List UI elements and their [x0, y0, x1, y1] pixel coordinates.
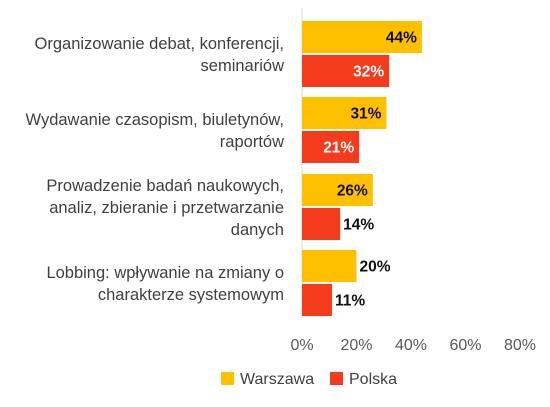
bar-warszawa-1	[302, 97, 387, 129]
x-tick-label-2: 40%	[395, 337, 427, 354]
bar-warszawa-0	[302, 21, 422, 53]
data-label-warszawa-1: 31%	[350, 106, 381, 123]
legend-label-polska: Polska	[349, 371, 397, 388]
category-label-2-line-0: Prowadzenie badań naukowych,	[46, 177, 284, 195]
category-label-1-line-1: raportów	[220, 133, 284, 151]
bar-polska-0	[302, 55, 390, 87]
bar-polska-3	[302, 284, 332, 316]
category-label-3-line-1: charakterze systemowym	[98, 286, 284, 304]
bar-polska-1	[302, 131, 360, 163]
legend-swatch-warszawa	[221, 372, 234, 385]
data-label-polska-1: 21%	[323, 140, 354, 157]
x-tick-label-4: 80%	[504, 337, 536, 354]
category-label-2-line-1: analiz, zbieranie i przetwarzanie	[49, 199, 284, 217]
legend-label-warszawa: Warszawa	[240, 371, 314, 388]
data-label-warszawa-2: 26%	[337, 183, 368, 200]
data-label-polska-0: 32%	[353, 64, 384, 81]
category-label-0-line-1: seminariów	[201, 57, 285, 75]
x-tick-label-1: 20%	[340, 337, 372, 354]
data-label-polska-3: 11%	[335, 293, 365, 310]
category-label-0-line-0: Organizowanie debat, konferencji,	[35, 35, 284, 53]
category-label-1-line-0: Wydawanie czasopism, biuletynów,	[26, 111, 284, 129]
data-label-warszawa-3: 20%	[360, 259, 391, 276]
category-label-2-line-2: danych	[231, 221, 284, 239]
category-label-3-line-0: Lobbing: wpływanie na zmiany o	[46, 264, 284, 282]
legend-swatch-polska	[330, 372, 343, 385]
data-label-polska-2: 14%	[343, 217, 374, 234]
data-label-warszawa-0: 44%	[386, 30, 417, 47]
x-tick-label-3: 60%	[449, 337, 481, 354]
bar-polska-2	[302, 208, 341, 240]
x-tick-label-0: 0%	[290, 337, 313, 354]
bar-warszawa-2	[302, 174, 373, 206]
bar-warszawa-3	[302, 250, 357, 282]
